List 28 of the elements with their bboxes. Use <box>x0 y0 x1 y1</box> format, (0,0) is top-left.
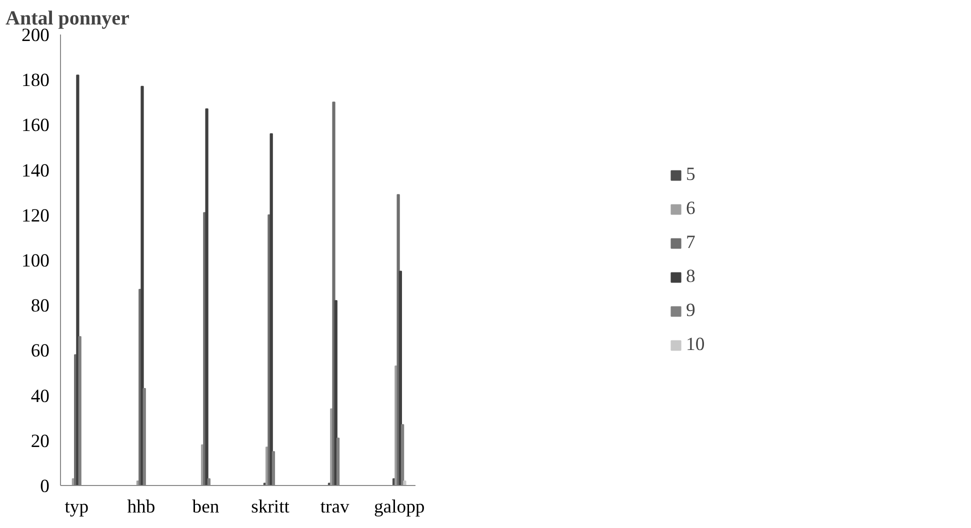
y-tick-label: 20 <box>30 430 50 452</box>
legend-label: 5 <box>686 164 696 186</box>
legend-label: 10 <box>686 334 706 356</box>
legend-label: 7 <box>686 232 696 254</box>
x-tick-label: galopp <box>374 496 425 518</box>
legend-label: 6 <box>686 198 696 220</box>
bar <box>332 102 336 486</box>
bar <box>403 480 406 486</box>
y-tick-label: 60 <box>30 340 50 362</box>
y-tick-label: 160 <box>22 115 50 136</box>
y-tick-label: 120 <box>22 205 50 226</box>
y-tick-label: 140 <box>22 160 50 182</box>
y-tick-label: 100 <box>22 250 50 272</box>
legend-label: 8 <box>686 266 696 288</box>
legend-label: 9 <box>686 300 696 322</box>
x-tick-label: skritt <box>251 496 290 518</box>
bar <box>140 86 144 486</box>
x-tick-label: typ <box>64 496 89 518</box>
bar <box>76 74 80 486</box>
bar <box>205 108 208 486</box>
y-tick-label: 40 <box>30 386 50 407</box>
y-tick-label: 0 <box>40 476 50 497</box>
x-tick-label: ben <box>192 496 220 518</box>
x-tick-label: hhb <box>127 496 156 518</box>
y-tick-label: 180 <box>22 70 50 92</box>
y-tick-label: 80 <box>30 296 50 317</box>
bar <box>270 133 273 486</box>
x-tick-label: trav <box>320 496 350 518</box>
